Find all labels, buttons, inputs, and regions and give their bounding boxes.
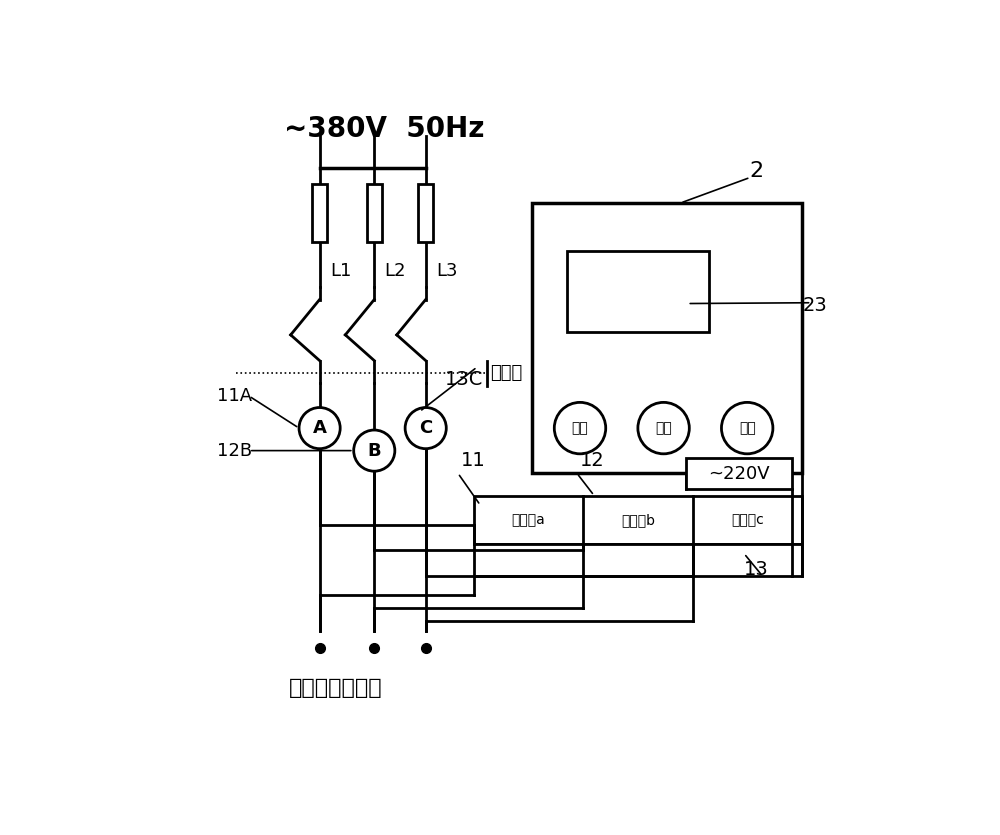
Text: 23: 23	[802, 296, 827, 316]
Text: 监控: 监控	[572, 421, 588, 435]
Bar	[418, 184, 433, 241]
Circle shape	[638, 402, 689, 454]
Bar	[686, 458, 792, 489]
Bar	[567, 251, 709, 331]
Bar	[474, 544, 802, 576]
Circle shape	[354, 430, 395, 471]
Text: C: C	[419, 419, 432, 437]
Text: 2: 2	[750, 161, 764, 181]
Text: 电流表c: 电流表c	[731, 513, 764, 527]
Circle shape	[405, 407, 446, 448]
Text: 13: 13	[744, 560, 769, 579]
Circle shape	[554, 402, 606, 454]
Text: L3: L3	[436, 261, 457, 280]
Text: ~380V  50Hz: ~380V 50Hz	[284, 115, 484, 143]
Text: 12: 12	[580, 451, 605, 470]
Text: A: A	[313, 419, 327, 437]
Text: 断路器: 断路器	[490, 364, 522, 382]
Text: 清除: 清除	[739, 421, 756, 435]
Bar	[474, 496, 802, 544]
Circle shape	[721, 402, 773, 454]
Circle shape	[299, 407, 340, 448]
Text: L1: L1	[330, 261, 351, 280]
Text: 电流表b: 电流表b	[621, 513, 655, 527]
Text: L2: L2	[385, 261, 406, 280]
Bar	[367, 184, 382, 241]
Text: 11: 11	[461, 451, 486, 470]
Bar	[532, 203, 802, 473]
Text: 查看: 查看	[655, 421, 672, 435]
Text: B: B	[367, 442, 381, 459]
Text: 用电设备或用户: 用电设备或用户	[289, 679, 383, 699]
Bar	[312, 184, 327, 241]
Text: ~220V: ~220V	[708, 465, 770, 483]
Text: 11A: 11A	[217, 387, 252, 405]
Text: 13C: 13C	[445, 371, 483, 389]
Text: 12B: 12B	[217, 442, 252, 459]
Text: 电流表a: 电流表a	[512, 513, 545, 527]
